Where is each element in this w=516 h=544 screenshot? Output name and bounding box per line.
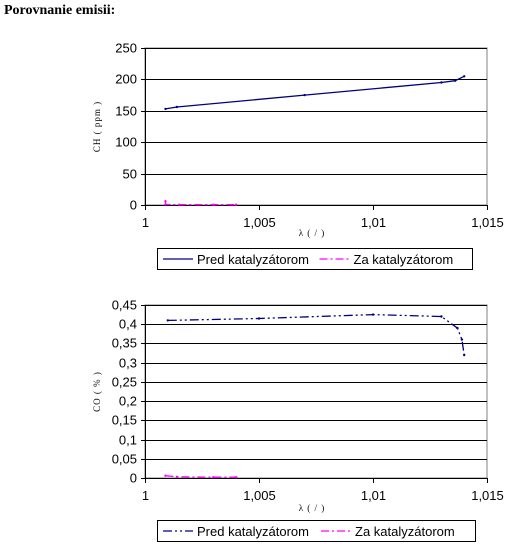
y-tick-label: 0,4	[119, 317, 137, 332]
y-tick-label: 0,45	[112, 298, 137, 313]
series-line-2	[165, 475, 237, 478]
legend-label-2: Za katalyzátorom	[354, 252, 454, 267]
data-point	[178, 203, 181, 206]
y-tick-label: 0	[130, 471, 137, 486]
data-point	[440, 315, 443, 318]
y-tick-label: 50	[123, 167, 137, 182]
plot-area	[144, 304, 488, 479]
data-point	[460, 338, 464, 341]
y-tick-label: 250	[115, 41, 137, 56]
chart-2: 0 0,05 0,1 0,15 0,2 0,25 0,3 0,35 0,4 0,45 1 1,005 1…	[92, 298, 504, 542]
legend-label-1: Pred katalyzátorom	[197, 252, 309, 267]
legend-label-2: Za katalyzátorom	[355, 524, 455, 539]
x-tick-label: 1,01	[361, 488, 386, 503]
x-tick-label: 1,005	[243, 215, 276, 230]
x-tick-label: 1,005	[243, 488, 276, 503]
y-tick-label: 150	[115, 104, 137, 119]
y-tick-label: 200	[115, 72, 137, 87]
data-point	[371, 313, 375, 316]
data-point	[164, 203, 167, 206]
data-point	[235, 476, 238, 479]
legend-box	[157, 248, 473, 270]
series-line-1	[165, 75, 465, 110]
chart-1: 0 50 100 150 200 250 1 1,005 1,01 1,015 λ ( / ) CH …	[92, 41, 504, 270]
x-tick-label: 1	[142, 488, 149, 503]
y-tick-label: 0,2	[119, 394, 137, 409]
data-point	[164, 474, 167, 477]
data-point	[212, 203, 215, 206]
data-point	[175, 105, 179, 109]
y-tick-label: 0,15	[112, 413, 137, 428]
y-axis-label: CH ( ppm )	[92, 101, 102, 152]
data-point	[235, 203, 238, 206]
data-point	[453, 79, 457, 82]
x-tick-label: 1,01	[361, 215, 386, 230]
y-axis-label: CO ( % )	[92, 371, 102, 412]
x-tick-label: 1,015	[471, 488, 504, 503]
data-point	[463, 75, 466, 78]
y-tick-label: 0,05	[112, 452, 137, 467]
x-axis-label: λ ( / )	[299, 503, 326, 513]
legend-box	[157, 520, 476, 542]
legend-label-1: Pred katalyzátorom	[197, 524, 309, 539]
legend: Pred katalyzátorom Za katalyzátorom	[157, 248, 473, 270]
y-tick-label: 100	[115, 135, 137, 150]
data-point	[164, 200, 167, 203]
data-point	[212, 476, 215, 479]
data-point	[456, 326, 459, 330]
data-point	[463, 353, 466, 357]
legend: Pred katalyzátorom Za katalyzátorom	[157, 520, 476, 542]
plot-area	[144, 47, 488, 206]
x-tick-label: 1,015	[471, 215, 504, 230]
y-tick-label: 0,35	[112, 336, 137, 351]
page-heading: Porovnanie emisii:	[4, 3, 116, 18]
y-tick-label: 0,1	[119, 433, 137, 448]
data-point	[175, 475, 179, 478]
x-tick-label: 1	[142, 215, 149, 230]
data-point	[303, 93, 306, 97]
x-axis-label: λ ( / )	[299, 228, 326, 238]
y-tick-label: 0	[130, 198, 137, 213]
y-tick-label: 0,3	[119, 356, 137, 371]
data-point	[166, 319, 169, 322]
y-tick-label: 0,25	[112, 375, 137, 390]
data-point	[257, 317, 261, 320]
data-point	[164, 107, 167, 111]
data-point	[440, 81, 443, 84]
